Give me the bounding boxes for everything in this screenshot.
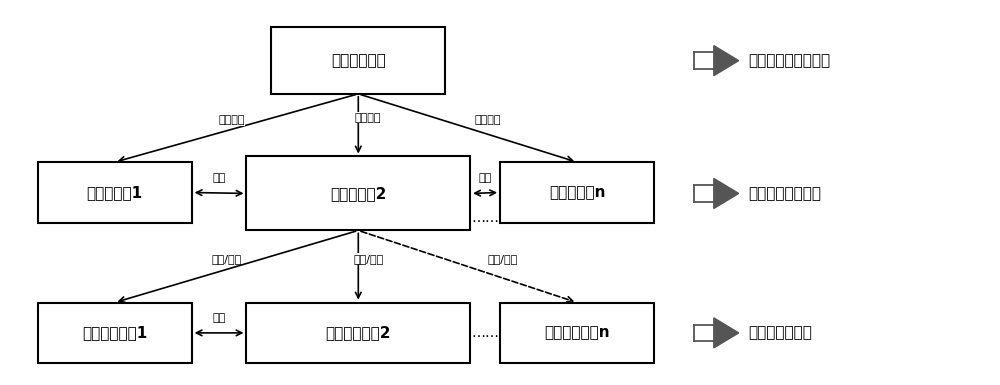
Text: 微电网代理n: 微电网代理n: [549, 185, 605, 200]
Text: 通讯: 通讯: [478, 173, 492, 183]
Text: 微电网代理1: 微电网代理1: [87, 185, 143, 200]
Text: 请求/响应: 请求/响应: [211, 254, 242, 264]
FancyBboxPatch shape: [38, 303, 192, 363]
Polygon shape: [714, 178, 739, 208]
Polygon shape: [714, 45, 739, 76]
Text: 上级电网代理: 上级电网代理: [331, 53, 386, 68]
Text: 通讯: 通讯: [212, 173, 226, 183]
Text: ……: ……: [471, 326, 499, 340]
Text: 微电网代理2: 微电网代理2: [330, 186, 386, 201]
Text: 实时监控: 实时监控: [474, 116, 501, 126]
Polygon shape: [714, 318, 739, 348]
Text: 智能测控终端n: 智能测控终端n: [544, 325, 610, 340]
FancyBboxPatch shape: [246, 156, 470, 231]
FancyBboxPatch shape: [500, 162, 654, 223]
Text: 微电网代理模块层: 微电网代理模块层: [749, 186, 822, 201]
FancyBboxPatch shape: [246, 303, 470, 363]
Text: 上级电网代理模块层: 上级电网代理模块层: [749, 53, 831, 68]
Text: 请求/响应: 请求/响应: [353, 254, 383, 264]
Text: ……: ……: [471, 211, 499, 225]
Text: 实时监控: 实时监控: [218, 116, 245, 126]
Text: 请求/响应: 请求/响应: [487, 254, 518, 264]
Text: 智能测控终端2: 智能测控终端2: [326, 325, 391, 340]
Text: 通讯: 通讯: [212, 313, 226, 323]
FancyBboxPatch shape: [271, 27, 445, 94]
Text: 元件代理模块层: 元件代理模块层: [749, 325, 812, 340]
Text: 智能测控终端1: 智能测控终端1: [82, 325, 147, 340]
FancyBboxPatch shape: [500, 303, 654, 363]
FancyBboxPatch shape: [38, 162, 192, 223]
Text: 实时监控: 实时监控: [355, 112, 381, 122]
